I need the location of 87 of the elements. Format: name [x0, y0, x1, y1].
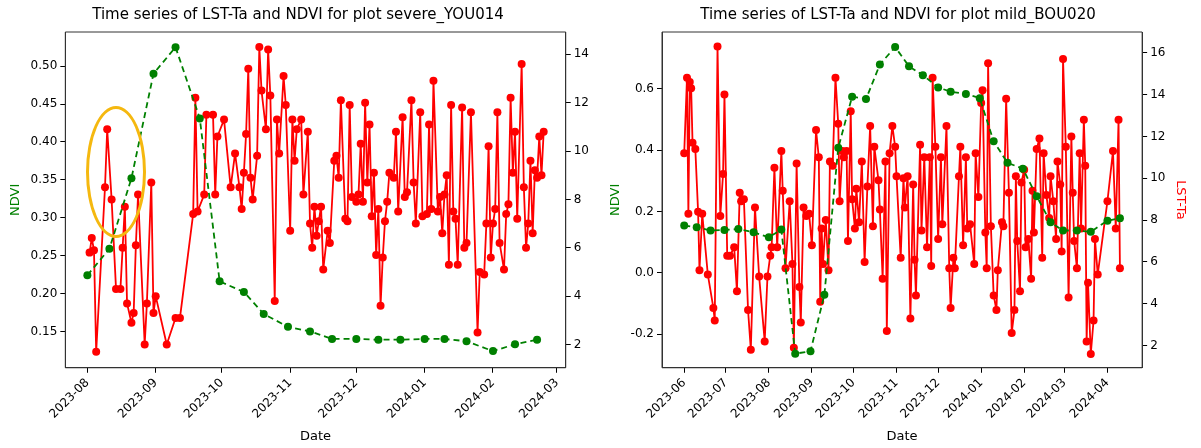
y2-tick-label: 10	[1150, 170, 1166, 185]
point	[239, 287, 248, 296]
y-tick-label: 0.25	[30, 247, 58, 262]
chart-title: Time series of LST-Ta and NDVI for plot mild_BOU020	[699, 4, 1096, 24]
point	[511, 340, 520, 349]
y2-axis-title: LST-Ta	[1173, 180, 1189, 220]
point	[848, 92, 857, 101]
y2-tick-label: 4	[1150, 295, 1158, 310]
point	[734, 224, 743, 233]
point	[259, 309, 268, 318]
y-tick-label: 0.40	[30, 134, 58, 149]
y2-tick-label: 6	[573, 239, 582, 254]
point	[215, 277, 224, 286]
y-tick-label: 0.2	[634, 203, 655, 218]
point	[1086, 227, 1095, 236]
y-tick-label: 0.20	[30, 285, 58, 300]
y2-tick-label: 10	[573, 143, 590, 158]
point	[720, 225, 729, 234]
point	[488, 347, 497, 356]
point	[283, 322, 292, 331]
y2-tick-label: 14	[573, 46, 590, 61]
y-tick-label: 0.30	[30, 209, 58, 224]
y-tick-label: 0.15	[30, 323, 58, 338]
point	[420, 334, 429, 343]
point	[195, 114, 204, 123]
point	[989, 137, 998, 146]
point	[306, 327, 315, 336]
y2-tick-label: 8	[573, 191, 582, 206]
y-axis-title: NDVI	[607, 183, 623, 216]
y-tick-label: 0.6	[634, 81, 655, 96]
point	[706, 226, 715, 235]
y2-tick-label: 12	[1150, 128, 1166, 143]
point	[975, 94, 984, 103]
y-tick-label: 0.4	[634, 142, 655, 157]
y2-tick-label: 16	[1150, 44, 1166, 59]
x-axis-title: Date	[886, 427, 918, 443]
point	[1103, 216, 1112, 225]
point	[961, 89, 970, 98]
point	[791, 349, 800, 358]
y2-tick-label: 2	[1150, 337, 1158, 352]
point	[1046, 218, 1055, 227]
point	[861, 95, 870, 104]
point	[1072, 226, 1081, 235]
y-tick-label: 0.0	[634, 264, 655, 279]
point	[806, 347, 815, 356]
point	[875, 60, 884, 69]
point	[934, 83, 943, 92]
y2-tick-label: 2	[573, 336, 582, 351]
y-axis-title: NDVI	[7, 183, 23, 216]
point	[1003, 158, 1012, 167]
point	[352, 334, 361, 343]
point	[1032, 192, 1041, 201]
y2-tick-label: 12	[573, 94, 590, 109]
point	[149, 69, 158, 78]
point	[777, 225, 786, 234]
y2-tick-label: 6	[1150, 254, 1158, 269]
point	[764, 233, 773, 242]
y-tick-label: -0.2	[630, 326, 655, 341]
y2-tick-label: 14	[1150, 86, 1166, 101]
point	[374, 335, 383, 344]
point	[1115, 214, 1124, 223]
point	[918, 71, 927, 80]
point	[533, 335, 542, 344]
y2-tick-label: 8	[1150, 212, 1158, 227]
y-tick-label: 0.35	[30, 171, 58, 186]
point	[820, 290, 829, 299]
point	[83, 271, 92, 280]
y2-tick-label: 4	[573, 288, 582, 303]
point	[749, 228, 758, 237]
y-tick-label: 0.45	[30, 96, 58, 111]
point	[891, 43, 900, 52]
point	[946, 87, 955, 96]
y-tick-label: 0.50	[30, 58, 58, 73]
point	[127, 174, 136, 183]
point	[105, 244, 114, 253]
point	[440, 334, 449, 343]
chart-title: Time series of LST-Ta and NDVI for plot severe_YOU014	[91, 4, 504, 24]
point	[462, 337, 471, 346]
point	[905, 62, 914, 71]
point	[834, 143, 843, 152]
point	[680, 221, 689, 230]
point	[1059, 226, 1068, 235]
point	[396, 335, 405, 344]
point	[171, 43, 180, 52]
point	[328, 334, 337, 343]
x-axis-title: Date	[299, 427, 332, 443]
point	[692, 223, 701, 232]
